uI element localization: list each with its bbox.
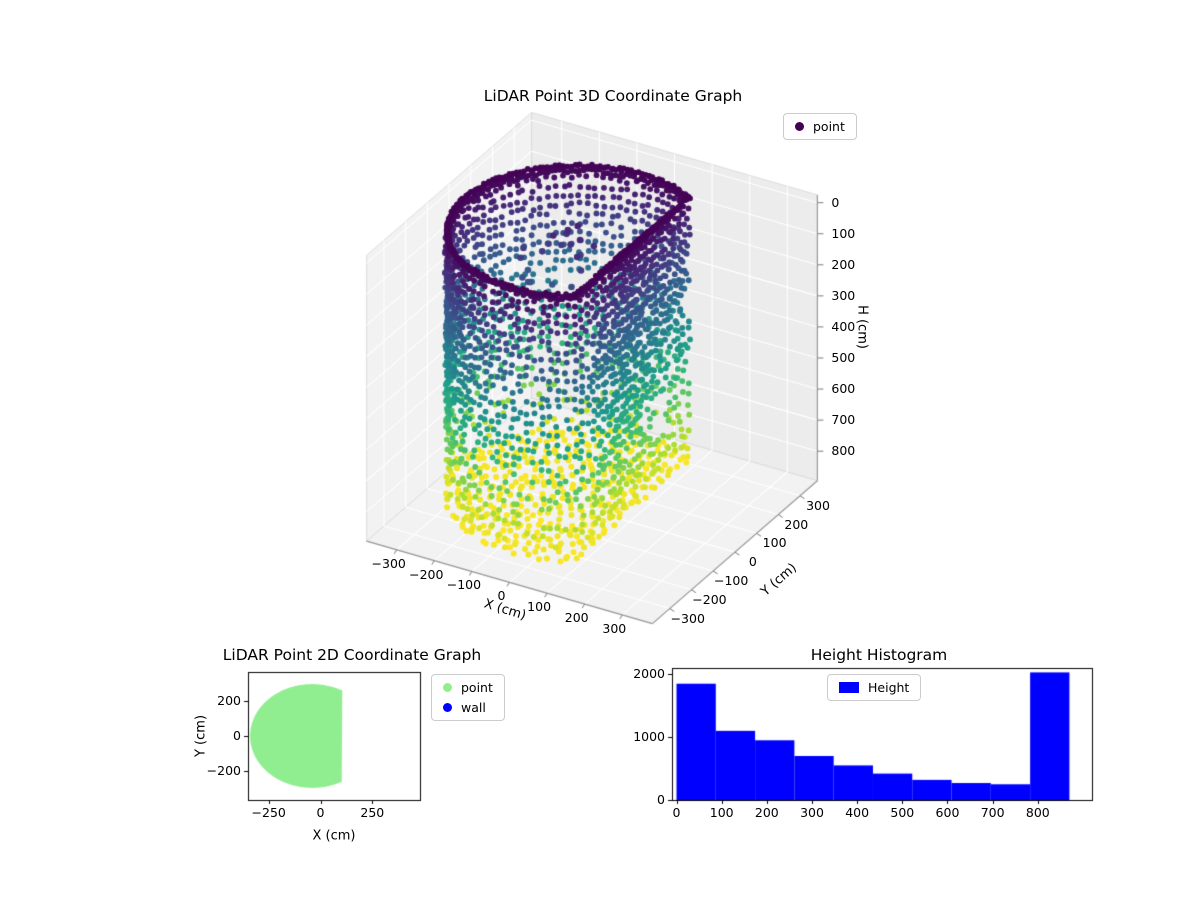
legend-label-wall: wall [461,700,486,715]
plot3d-legend: point [783,113,857,140]
legend-item-point: point [443,680,493,695]
point-marker-icon [443,683,452,692]
hist-legend: Height [827,674,922,701]
plot2d-title: LiDAR Point 2D Coordinate Graph [222,646,482,664]
plot2d-ylabel: Y (cm) [193,714,209,758]
wall-marker-icon [443,703,452,712]
plot2d-legend: point wall [431,674,505,721]
height-patch-icon [839,682,859,693]
legend-item-point: point [795,119,845,134]
legend-item-wall: wall [443,700,493,715]
plot3d-zlabel: H (cm) [854,305,870,349]
legend-label-point: point [461,680,493,695]
legend-label-height: Height [868,680,910,695]
legend-label-point: point [813,119,845,134]
plot3d-title: LiDAR Point 3D Coordinate Graph [483,87,743,105]
legend-item-height: Height [839,680,909,695]
hist-title: Height Histogram [810,646,948,664]
point-marker-icon [795,122,804,131]
plot2d-xlabel: X (cm) [312,828,356,844]
